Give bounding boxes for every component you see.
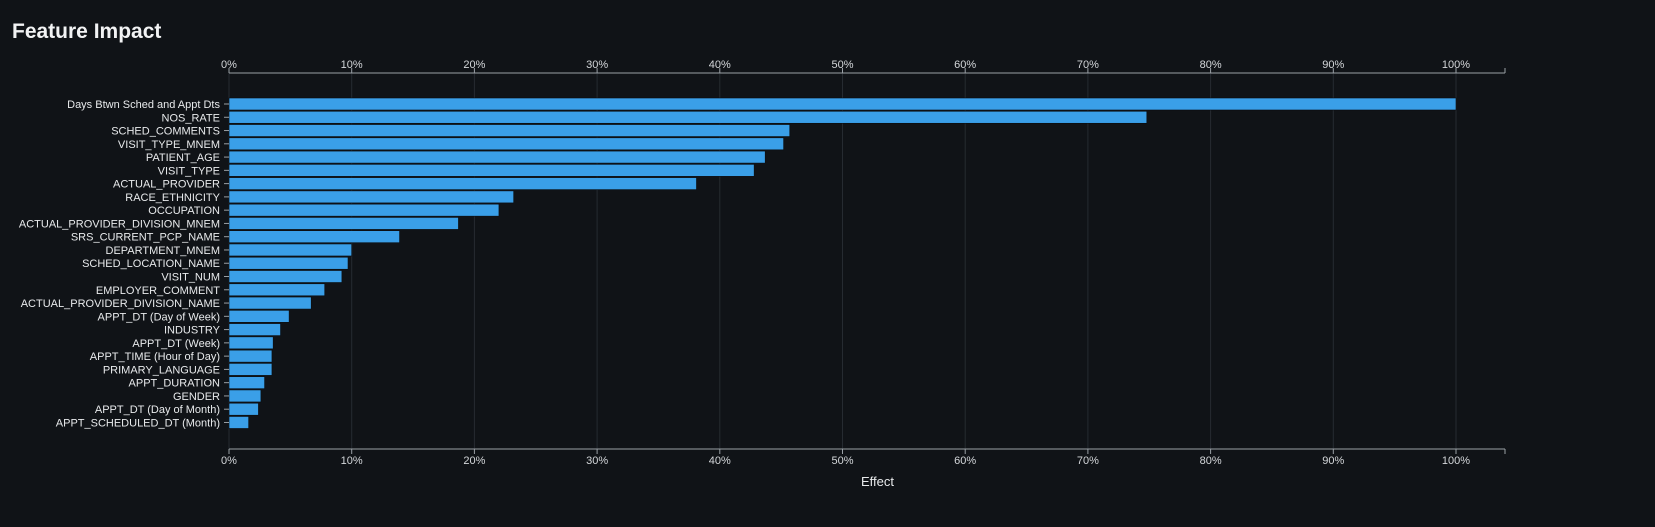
page-title: Feature Impact (12, 20, 162, 43)
bottom-tick-label: 90% (1322, 455, 1344, 467)
bar (228, 190, 514, 204)
category-label: NOS_RATE (162, 112, 220, 124)
bar (228, 203, 500, 217)
bar (228, 256, 349, 270)
category-label: APPT_TIME (Hour of Day) (90, 351, 220, 363)
bar (228, 376, 265, 389)
top-tick-label: 90% (1322, 59, 1344, 71)
category-label: PATIENT_AGE (146, 152, 220, 164)
bottom-tick-label: 70% (1077, 455, 1099, 467)
bar (228, 110, 1148, 124)
top-tick-label: 0% (221, 59, 237, 71)
category-label: VISIT_NUM (161, 272, 220, 284)
category-label: SRS_CURRENT_PCP_NAME (71, 232, 220, 244)
bottom-tick-label: 50% (831, 455, 853, 467)
bar (228, 416, 249, 429)
x-axis-title: Effect (861, 474, 894, 489)
category-label: APPT_DT (Day of Month) (95, 404, 220, 416)
bar (228, 389, 262, 403)
axes: 0% 0% 10% 10% 20% 20% 30% 30% 40% 40% 50% 50% 60% 60%… (221, 59, 1506, 467)
bar (228, 310, 290, 323)
bottom-tick-label: 40% (709, 455, 731, 467)
bottom-tick-label: 100% (1442, 455, 1470, 467)
category-label: ACTUAL_PROVIDER (113, 179, 220, 191)
bars (228, 97, 1457, 429)
bar (228, 97, 1457, 111)
top-tick-label: 10% (341, 59, 363, 71)
bar (228, 336, 274, 350)
bar (228, 349, 273, 363)
bar (228, 230, 400, 243)
bar (228, 124, 791, 137)
category-label: ACTUAL_PROVIDER_DIVISION_NAME (21, 298, 220, 310)
bar (228, 137, 784, 151)
top-tick-label: 70% (1077, 59, 1099, 71)
bar (228, 296, 312, 310)
top-tick-label: 50% (831, 59, 853, 71)
category-label: OCCUPATION (148, 205, 220, 217)
bottom-tick-label: 60% (954, 455, 976, 467)
category-label: APPT_DT (Day of Week) (98, 311, 220, 323)
bar (228, 270, 343, 283)
category-label: DEPARTMENT_MNEM (106, 245, 221, 257)
category-label: RACE_ETHNICITY (125, 192, 220, 204)
category-label: APPT_SCHEDULED_DT (Month) (56, 417, 220, 429)
bar (228, 283, 326, 297)
category-label: ACTUAL_PROVIDER_DIVISION_MNEM (19, 218, 220, 230)
bar (228, 323, 281, 336)
category-label: SCHED_LOCATION_NAME (82, 258, 220, 270)
bar (228, 177, 697, 190)
bottom-tick-label: 80% (1200, 455, 1222, 467)
category-label: INDUSTRY (164, 325, 221, 337)
category-label: Days Btwn Sched and Appt Dts (67, 99, 220, 111)
bar (228, 243, 352, 257)
bottom-tick-label: 20% (463, 455, 485, 467)
top-tick-label: 80% (1200, 59, 1222, 71)
category-label: GENDER (173, 391, 220, 403)
bar (228, 164, 755, 177)
category-label: SCHED_COMMENTS (111, 126, 220, 138)
bottom-tick-label: 30% (586, 455, 608, 467)
bar (228, 150, 766, 164)
category-label: APPT_DURATION (129, 378, 221, 390)
bar (228, 363, 273, 376)
category-label: APPT_DT (Week) (132, 338, 220, 350)
category-label: EMPLOYER_COMMENT (96, 285, 220, 297)
top-tick-label: 40% (709, 59, 731, 71)
bar (228, 402, 259, 416)
category-label: PRIMARY_LANGUAGE (103, 364, 220, 376)
bottom-tick-label: 0% (221, 455, 237, 467)
top-tick-label: 60% (954, 59, 976, 71)
top-tick-label: 30% (586, 59, 608, 71)
category-label: VISIT_TYPE_MNEM (118, 139, 220, 151)
bottom-tick-label: 10% (341, 455, 363, 467)
top-tick-label: 20% (463, 59, 485, 71)
top-tick-label: 100% (1442, 59, 1470, 71)
bar (228, 217, 459, 230)
category-label: VISIT_TYPE (158, 165, 220, 177)
